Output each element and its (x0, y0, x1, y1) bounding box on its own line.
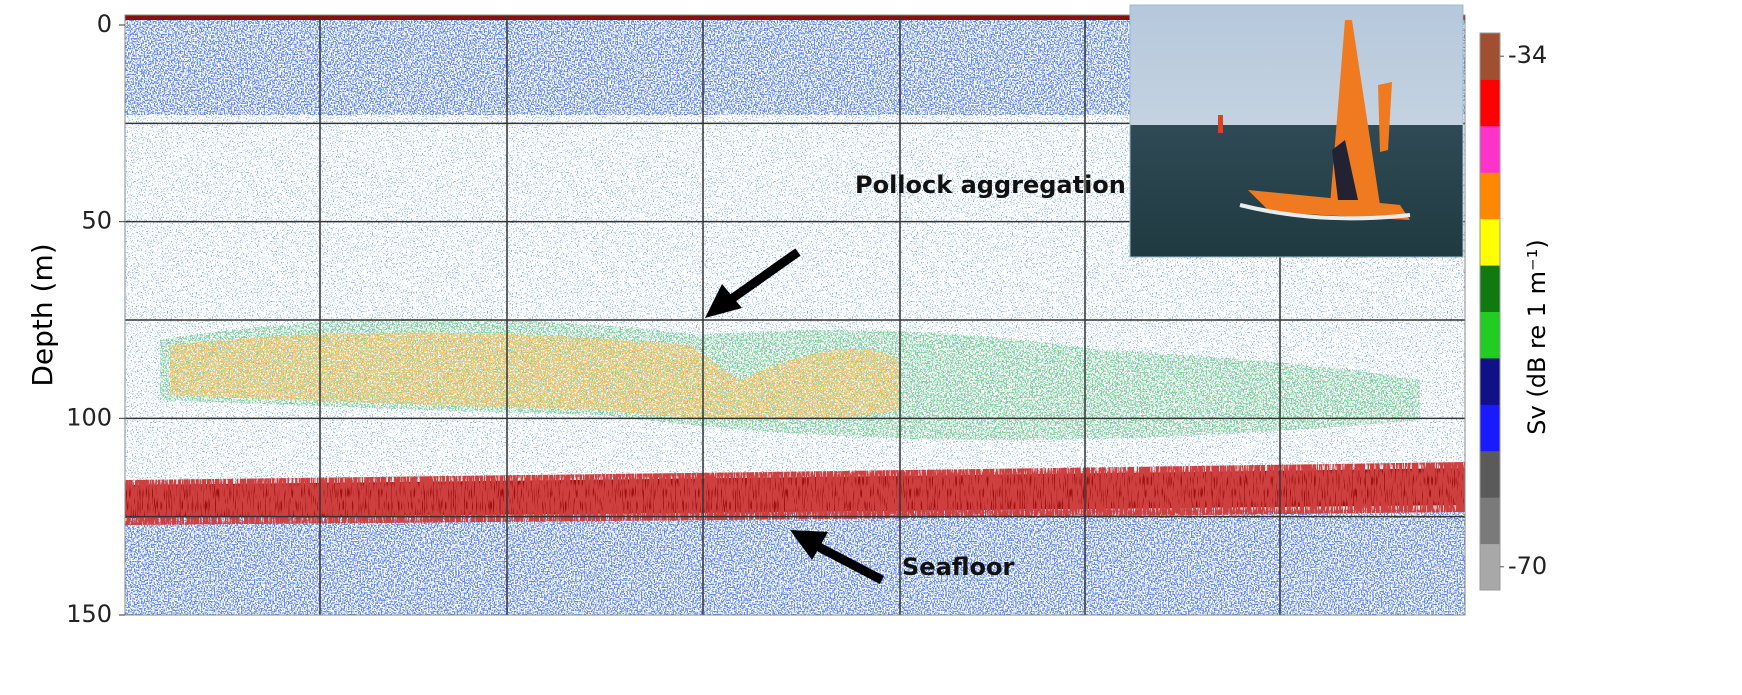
y-tick-label: 50 (81, 207, 112, 235)
annotation: Pollock aggregation (855, 171, 1126, 199)
colorbar-band (1480, 543, 1500, 591)
y-tick-label: 150 (66, 600, 112, 628)
sub-seafloor (125, 510, 1465, 615)
photo-wake (1239, 203, 1411, 221)
photo-sea (1130, 125, 1463, 257)
inset-photo (1129, 4, 1464, 258)
photo-border (1129, 4, 1464, 258)
y-tick-label: 100 (66, 403, 112, 431)
colorbar-tick-label: -70 (1508, 552, 1547, 580)
colorbar-band (1480, 218, 1500, 266)
y-tick-label: 0 (97, 10, 112, 38)
colorbar-band (1480, 404, 1500, 452)
arrow-head (790, 530, 828, 560)
colorbar-band (1480, 265, 1500, 312)
arrow-shaft (812, 541, 885, 584)
colorbar-label: Sv (dB re 1 m⁻¹) (1523, 239, 1551, 434)
colorbar-band (1480, 172, 1500, 220)
colorbar-band (1480, 33, 1500, 80)
y-axis-label: Depth (m) (26, 243, 59, 386)
aggregation-core (170, 332, 900, 420)
photo-far-drone (1218, 115, 1223, 133)
annotations: Pollock aggregation Seafloor (705, 171, 1126, 584)
top-band (125, 15, 1465, 20)
colorbar-band (1480, 357, 1500, 405)
colorbar-band (1480, 311, 1500, 359)
seafloor-texture (125, 462, 1465, 525)
annotation: Seafloor (902, 553, 1015, 581)
arrow-head (705, 284, 742, 318)
colorbar-band (1480, 79, 1500, 127)
photo-tail (1378, 82, 1392, 152)
colorbar-band (1480, 497, 1500, 545)
photo-panel (1332, 140, 1358, 200)
colorbar-tick-label: -34 (1508, 41, 1547, 69)
plot-border (124, 14, 1466, 616)
colorbar-band (1480, 450, 1500, 498)
colorbar-border (1479, 32, 1501, 591)
colorbar-band (1480, 125, 1500, 173)
colorbar: -70 -34 (1479, 32, 1547, 591)
arrow-shaft (727, 248, 801, 304)
